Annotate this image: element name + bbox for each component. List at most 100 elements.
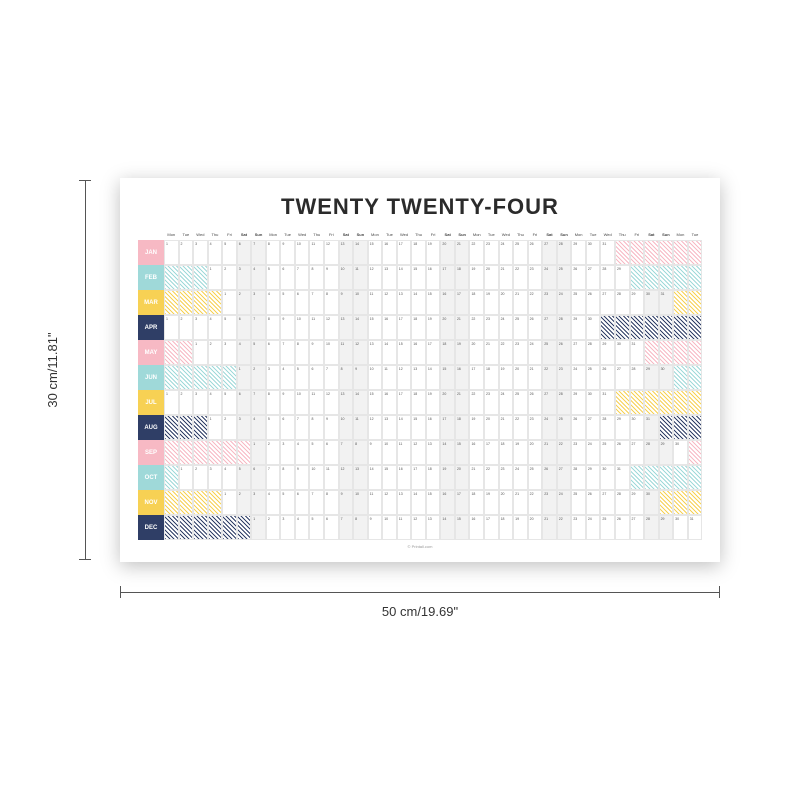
day-number: 6 bbox=[253, 467, 255, 471]
day-cell: 21 bbox=[469, 465, 484, 490]
day-number: 4 bbox=[268, 492, 270, 496]
day-cell bbox=[630, 465, 645, 490]
day-number: 23 bbox=[486, 317, 490, 321]
day-number: 22 bbox=[559, 517, 563, 521]
day-cell: 19 bbox=[513, 440, 528, 465]
day-cell: 13 bbox=[411, 365, 426, 390]
day-cell: 12 bbox=[324, 240, 339, 265]
day-number: 17 bbox=[399, 317, 403, 321]
day-number: 29 bbox=[573, 242, 577, 246]
day-number: 15 bbox=[399, 342, 403, 346]
month-row: DEC1234567891011121314151617181920212223… bbox=[138, 515, 702, 540]
day-cell: 21 bbox=[513, 290, 528, 315]
day-number: 2 bbox=[239, 492, 241, 496]
day-cell bbox=[164, 515, 179, 540]
day-cell: 4 bbox=[295, 440, 310, 465]
day-cell: 1 bbox=[193, 340, 208, 365]
day-number: 1 bbox=[239, 367, 241, 371]
day-cell: 9 bbox=[324, 415, 339, 440]
day-cell bbox=[179, 265, 194, 290]
day-cell bbox=[688, 465, 703, 490]
day-number: 9 bbox=[282, 392, 284, 396]
day-number: 6 bbox=[297, 492, 299, 496]
day-number: 19 bbox=[428, 317, 432, 321]
day-cell: 29 bbox=[615, 265, 630, 290]
day-number: 7 bbox=[253, 392, 255, 396]
day-cell: 26 bbox=[528, 315, 543, 340]
day-number: 14 bbox=[355, 392, 359, 396]
day-of-week-header: Mon bbox=[368, 230, 383, 240]
day-cell: 30 bbox=[586, 390, 601, 415]
day-cell: 12 bbox=[368, 265, 383, 290]
day-number: 1 bbox=[166, 392, 168, 396]
day-cell: 6 bbox=[280, 415, 295, 440]
day-cell: 27 bbox=[542, 390, 557, 415]
day-of-week-header: Tue bbox=[586, 230, 601, 240]
day-cell: 23 bbox=[542, 490, 557, 515]
day-of-week-header: Sat bbox=[542, 230, 557, 240]
day-cell: 16 bbox=[382, 240, 397, 265]
day-of-week-header: Mon bbox=[673, 230, 688, 240]
day-cell: 10 bbox=[309, 465, 324, 490]
day-cell: 7 bbox=[251, 315, 266, 340]
day-number: 12 bbox=[413, 517, 417, 521]
day-cell: 22 bbox=[513, 265, 528, 290]
day-cell: 30 bbox=[600, 465, 615, 490]
day-cell: 10 bbox=[382, 440, 397, 465]
day-number: 21 bbox=[457, 242, 461, 246]
day-number: 9 bbox=[297, 467, 299, 471]
day-cell: 3 bbox=[280, 515, 295, 540]
day-cell bbox=[179, 415, 194, 440]
month-row: JAN1234567891011121314151617181920212223… bbox=[138, 240, 702, 265]
day-cell bbox=[208, 440, 223, 465]
day-cell: 30 bbox=[659, 365, 674, 390]
day-number: 9 bbox=[326, 417, 328, 421]
day-cell: 3 bbox=[266, 365, 281, 390]
day-number: 24 bbox=[544, 267, 548, 271]
day-cell bbox=[193, 515, 208, 540]
day-number: 28 bbox=[602, 267, 606, 271]
day-cell: 30 bbox=[673, 440, 688, 465]
day-cell bbox=[630, 240, 645, 265]
day-of-week-header: Tue bbox=[484, 230, 499, 240]
day-cell: 10 bbox=[353, 290, 368, 315]
day-number: 28 bbox=[573, 467, 577, 471]
day-number: 19 bbox=[471, 267, 475, 271]
day-of-week-header: Sun bbox=[659, 230, 674, 240]
month-label: JAN bbox=[138, 240, 164, 265]
day-cell: 28 bbox=[630, 365, 645, 390]
day-number: 8 bbox=[326, 292, 328, 296]
day-of-week-header: Sun bbox=[353, 230, 368, 240]
day-cell: 21 bbox=[455, 240, 470, 265]
day-cell: 24 bbox=[499, 390, 514, 415]
day-cell: 2 bbox=[251, 365, 266, 390]
day-number: 3 bbox=[195, 392, 197, 396]
day-cell: 27 bbox=[542, 240, 557, 265]
day-cell: 24 bbox=[528, 340, 543, 365]
day-cell bbox=[237, 515, 252, 540]
day-cell: 5 bbox=[222, 315, 237, 340]
day-cell: 10 bbox=[353, 490, 368, 515]
day-number: 28 bbox=[559, 392, 563, 396]
day-cell: 27 bbox=[542, 315, 557, 340]
day-cell: 20 bbox=[440, 390, 455, 415]
day-cell: 2 bbox=[266, 515, 281, 540]
day-cell: 31 bbox=[630, 340, 645, 365]
day-number: 14 bbox=[413, 492, 417, 496]
day-cell: 11 bbox=[339, 340, 354, 365]
day-cell: 15 bbox=[455, 440, 470, 465]
day-cell bbox=[644, 340, 659, 365]
day-cell: 23 bbox=[499, 465, 514, 490]
day-cell: 25 bbox=[600, 515, 615, 540]
day-cell: 11 bbox=[309, 390, 324, 415]
day-cell: 13 bbox=[353, 465, 368, 490]
day-cell: 21 bbox=[484, 340, 499, 365]
day-number: 13 bbox=[428, 517, 432, 521]
day-number: 12 bbox=[399, 367, 403, 371]
day-number: 5 bbox=[239, 467, 241, 471]
day-cell: 12 bbox=[411, 440, 426, 465]
day-number: 25 bbox=[602, 517, 606, 521]
day-cell: 17 bbox=[484, 440, 499, 465]
day-number: 9 bbox=[355, 367, 357, 371]
day-number: 7 bbox=[341, 517, 343, 521]
